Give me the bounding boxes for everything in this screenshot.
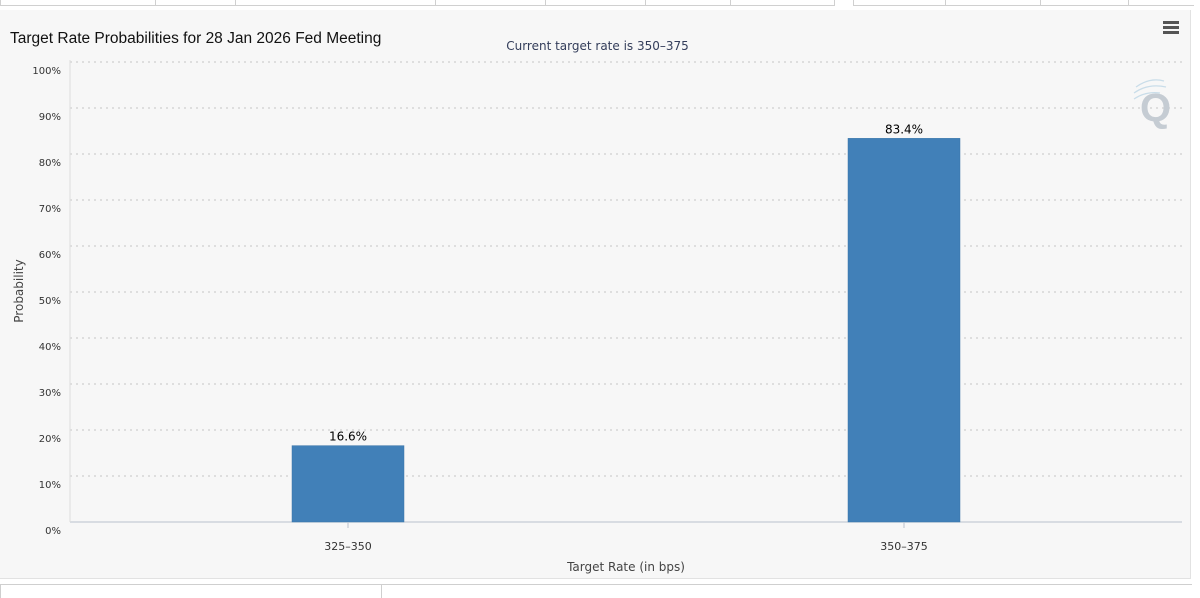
bar[interactable] (847, 138, 961, 523)
chart-subtitle: Current target rate is 350–375 (506, 39, 689, 53)
x-axis-ticks: 325–350 350–375 (324, 522, 928, 553)
hamburger-menu-icon[interactable] (1160, 18, 1182, 36)
top-table-cell (155, 0, 236, 6)
bottom-table-strip (0, 580, 1200, 598)
bars: 16.6% 83.4% (291, 122, 961, 523)
y-tick-label: 20% (39, 434, 61, 445)
y-axis-title: Probability (12, 259, 26, 322)
top-table-cell (435, 0, 546, 6)
svg-text:Q: Q (1140, 86, 1171, 130)
bar-data-label: 16.6% (329, 430, 367, 444)
bottom-table-cell (381, 584, 1192, 598)
x-category-label: 350–375 (880, 540, 928, 553)
top-table-cell (853, 0, 946, 6)
top-table-cell (730, 0, 835, 6)
top-table-cell (0, 0, 156, 6)
grid-lines (69, 60, 1182, 523)
y-tick-label: 80% (39, 158, 61, 169)
x-category-label: 325–350 (324, 540, 372, 553)
y-tick-label: 100% (32, 66, 61, 77)
y-tick-label: 70% (39, 204, 61, 215)
y-axis-ticks: 0% 10% 20% 30% 40% 50% 60% 70% 80% 90% 100% (32, 66, 61, 537)
bar-data-label: 83.4% (885, 122, 923, 136)
y-tick-label: 60% (39, 250, 61, 261)
bar[interactable] (291, 445, 405, 523)
y-tick-label: 10% (39, 480, 61, 491)
top-table-strip (0, 0, 1200, 10)
y-tick-label: 90% (39, 112, 61, 123)
bottom-table-cell (0, 584, 381, 598)
y-tick-label: 50% (39, 296, 61, 307)
top-table-cell (235, 0, 436, 6)
q-watermark-icon: Q (1130, 75, 1180, 135)
y-tick-label: 30% (39, 388, 61, 399)
x-axis-title: Target Rate (in bps) (566, 560, 685, 574)
y-tick-label: 40% (39, 342, 61, 353)
top-table-cell (545, 0, 646, 6)
top-table-cell (645, 0, 731, 6)
chart-panel (0, 10, 1191, 579)
top-table-cell (1040, 0, 1129, 6)
chart-title: Target Rate Probabilities for 28 Jan 202… (10, 30, 382, 47)
top-table-cell (1128, 0, 1194, 6)
y-tick-label: 0% (45, 526, 61, 537)
top-table-cell (945, 0, 1041, 6)
